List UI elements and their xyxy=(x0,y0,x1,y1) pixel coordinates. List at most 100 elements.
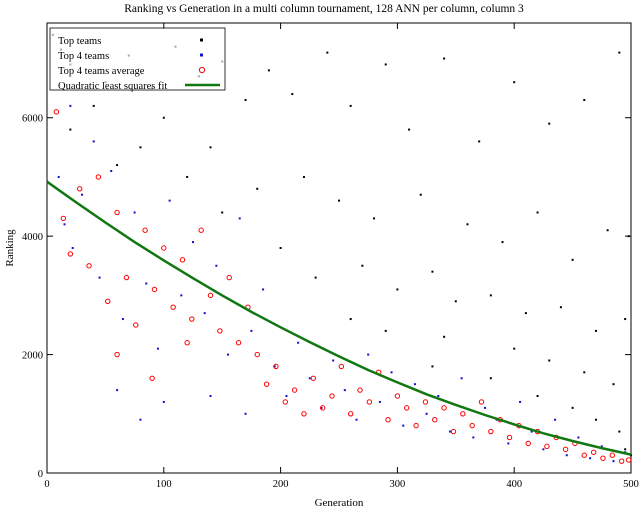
legend-label: Quadratic least squares fit xyxy=(58,81,167,92)
series-1-point xyxy=(355,418,358,421)
series-0-point xyxy=(612,383,615,386)
series-1-point xyxy=(273,365,276,368)
series-0-point xyxy=(92,104,95,107)
series-0-point xyxy=(513,347,516,350)
series-0-point xyxy=(431,365,434,368)
series-2-point xyxy=(184,340,190,346)
series-0-point xyxy=(454,300,457,303)
series-2-point xyxy=(590,449,597,455)
series-1-point xyxy=(71,247,74,249)
series-2-point xyxy=(161,245,167,251)
series-2-point xyxy=(207,292,214,299)
series-0-point xyxy=(314,276,317,279)
series-0-point xyxy=(571,258,574,261)
series-2-point xyxy=(394,393,401,399)
legend-label: Top 4 teams xyxy=(58,51,109,62)
series-2-point xyxy=(235,340,242,346)
series-2-point xyxy=(450,428,457,435)
series-1-point xyxy=(367,353,370,356)
series-2-point xyxy=(114,209,120,216)
series-0-point xyxy=(594,418,597,421)
series-1-point xyxy=(180,294,183,297)
series-1-point xyxy=(589,457,592,460)
series-0-point xyxy=(548,122,551,125)
y-axis-label: Ranking xyxy=(4,229,16,267)
series-1-point xyxy=(139,418,142,421)
series-2-point xyxy=(562,446,569,453)
series-1-point xyxy=(343,389,346,392)
series-0-point xyxy=(618,51,621,54)
series-1-point xyxy=(437,395,440,398)
series-1-point xyxy=(110,170,113,173)
legend-box xyxy=(49,27,226,91)
series-2-point xyxy=(291,387,298,393)
series-1-point xyxy=(227,353,230,356)
series-2-point xyxy=(282,399,288,405)
series-2-point xyxy=(53,109,60,115)
series-1-point xyxy=(402,424,405,427)
series-1-point xyxy=(262,288,265,291)
series-1-point xyxy=(192,241,194,244)
series-2-point xyxy=(133,322,139,328)
series-0-point xyxy=(338,199,340,202)
series-0-point xyxy=(69,128,72,131)
legend: Top teams Top 4 teams Top 4 teams average Q… xyxy=(49,27,226,92)
series-0-point xyxy=(408,128,411,131)
series-2-point xyxy=(301,411,307,417)
series-1-point xyxy=(98,276,101,279)
series-1-point xyxy=(285,395,288,398)
series-2-point xyxy=(525,440,531,447)
series-2-point xyxy=(123,274,130,281)
legend-label: Top teams xyxy=(58,36,101,47)
series-0-point xyxy=(116,164,119,167)
series-1-point xyxy=(577,436,580,439)
series-1-point xyxy=(238,217,241,220)
series-0-point xyxy=(384,329,387,332)
series-2-point xyxy=(478,399,485,405)
x-axis-label: Generation xyxy=(315,497,364,509)
series-2-point xyxy=(404,405,410,411)
series-1-point xyxy=(308,377,311,380)
legend-label: Top 4 teams average xyxy=(58,66,145,77)
series-2-point xyxy=(86,263,92,269)
series-0-point xyxy=(583,371,586,374)
fit-layer xyxy=(46,180,632,456)
series-1-point xyxy=(57,175,60,178)
x-tick-label: 100 xyxy=(156,479,172,490)
series-2-point xyxy=(506,434,513,441)
chart-title: Ranking vs Generation in a multi column … xyxy=(124,3,524,15)
series-0-point xyxy=(536,211,539,214)
x-tick-label: 500 xyxy=(623,479,639,490)
series-0-point xyxy=(606,229,609,232)
series-0-point xyxy=(571,406,574,409)
series-0-point xyxy=(536,395,539,398)
series-2-point xyxy=(142,227,148,233)
series-0-point xyxy=(559,306,562,309)
plot-area xyxy=(46,22,632,474)
series-2-point xyxy=(263,381,270,387)
x-tick-label: 0 xyxy=(44,479,49,490)
series-1-point xyxy=(332,359,335,362)
series-1-point xyxy=(425,412,428,415)
series-1-point xyxy=(168,199,171,202)
series-2-point xyxy=(198,227,204,233)
plot-frame xyxy=(46,22,632,474)
series-1-point xyxy=(63,223,66,226)
series-1-point xyxy=(215,264,218,267)
series-2-point xyxy=(105,298,111,304)
series-0-point xyxy=(267,69,270,72)
series-0-point xyxy=(373,217,376,220)
fit-line xyxy=(46,180,632,456)
series-1-point xyxy=(519,400,522,403)
series-2-point xyxy=(254,351,260,358)
series-0-point xyxy=(279,247,282,249)
series-2-point xyxy=(338,363,345,370)
series-2-point xyxy=(310,375,317,381)
series-1-point xyxy=(244,412,247,415)
series-1-point xyxy=(133,211,136,214)
series-2-point xyxy=(366,399,373,405)
series-0-point xyxy=(513,81,516,84)
series-2-point xyxy=(319,405,326,411)
series-2-point xyxy=(600,455,606,461)
series-0-point xyxy=(186,175,189,178)
